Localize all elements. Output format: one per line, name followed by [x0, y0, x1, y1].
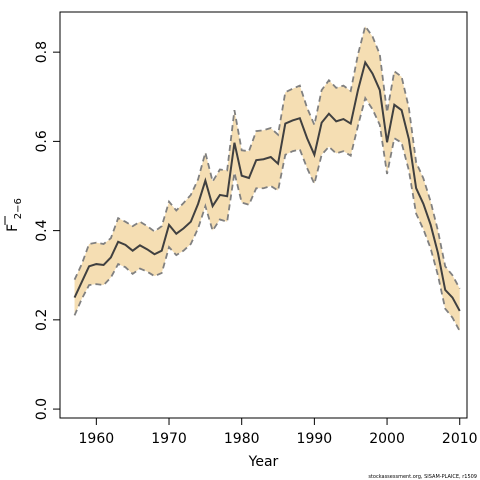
y-axis-title-subscript: 2−6: [13, 198, 24, 219]
estimate-line: [73, 59, 461, 312]
y-tick-label: 0.0: [34, 398, 50, 420]
x-tick-label: 1980: [224, 431, 260, 447]
y-tick-label: 0.2: [34, 309, 50, 331]
upper-bound-line: [73, 24, 461, 290]
y-axis: 0.0 0.2 0.4 0.6 0.8: [34, 41, 60, 420]
x-tick-label: 1970: [151, 431, 187, 447]
plot-frame: [59, 11, 468, 419]
y-axis-title-main: F: [5, 224, 21, 232]
x-tick-label: 2010: [442, 431, 478, 447]
x-tick-label: 2000: [369, 431, 405, 447]
y-tick-label: 0.4: [34, 219, 50, 241]
lower-bound-line: [73, 95, 461, 332]
confidence-band: [74, 26, 460, 332]
y-tick-label: 0.8: [34, 41, 50, 63]
footer-credit: stockassessment.org, SISAM-PLAICE, r1509: [368, 474, 477, 480]
x-axis: 1960 1970 1980 1990 2000 2010: [79, 418, 478, 447]
x-tick-label: 1990: [297, 431, 333, 447]
y-axis-title: F 2−6: [4, 198, 24, 232]
svg-text:F 2−6: F 2−6: [5, 198, 24, 232]
confidence-band-layer: [73, 24, 461, 332]
x-tick-label: 1960: [79, 431, 115, 447]
y-tick-label: 0.6: [34, 130, 50, 152]
x-axis-title: Year: [248, 454, 279, 470]
estimate-line-layer: [73, 59, 461, 312]
